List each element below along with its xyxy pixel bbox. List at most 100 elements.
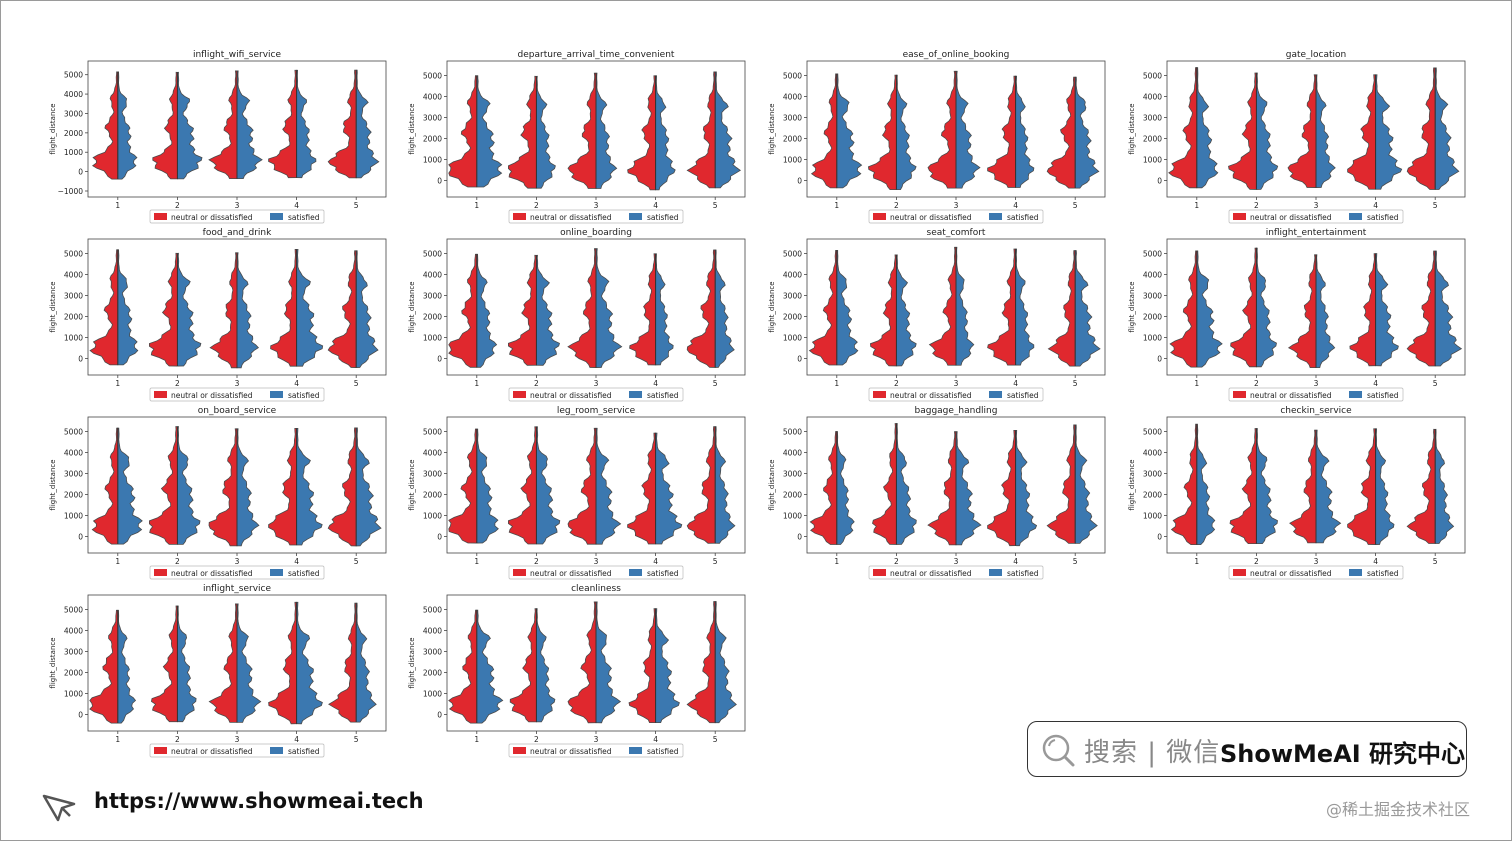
violin-dissatisfied-4 — [987, 429, 1016, 547]
violin-dissatisfied-1 — [91, 427, 119, 545]
legend-label-dissatisfied: neutral or dissatisfied — [171, 747, 253, 756]
x-tick-label: 4 — [653, 557, 658, 566]
legend-swatch-satisfied — [629, 213, 642, 220]
violin-dissatisfied-2 — [869, 254, 897, 367]
legend: neutral or dissatisfied satisfied — [149, 209, 325, 224]
violin-dissatisfied-5 — [1406, 428, 1436, 544]
website-url[interactable]: https://www.showmeai.tech — [94, 789, 424, 813]
y-tick-label: 5000 — [783, 250, 802, 259]
legend-label-dissatisfied: neutral or dissatisfied — [530, 391, 612, 400]
y-tick-label: 5000 — [64, 606, 83, 615]
violin-satisfied-3 — [955, 246, 975, 366]
y-tick-label: 0 — [437, 177, 442, 186]
legend-label-satisfied: satisfied — [1007, 569, 1039, 578]
y-tick-label: 3000 — [1143, 292, 1162, 301]
subplot-title: ease_of_online_booking — [903, 50, 1010, 60]
violin-satisfied-5 — [355, 602, 377, 723]
legend-swatch-dissatisfied — [513, 569, 526, 576]
violin-dissatisfied-4 — [268, 427, 297, 546]
violin-dissatisfied-2 — [509, 608, 537, 723]
legend-swatch-satisfied — [989, 569, 1002, 576]
violin-dissatisfied-4 — [629, 253, 656, 366]
violin-dissatisfied-3 — [567, 601, 597, 724]
violin-dissatisfied-3 — [567, 72, 597, 189]
x-tick-label: 2 — [534, 735, 539, 744]
violin-satisfied-2 — [177, 71, 203, 180]
violin-satisfied-4 — [1375, 74, 1403, 190]
violin-dissatisfied-4 — [268, 69, 297, 179]
x-tick-label: 3 — [954, 379, 959, 388]
violin-dissatisfied-1 — [1169, 250, 1198, 368]
violin-dissatisfied-3 — [208, 70, 238, 180]
x-tick-label: 3 — [594, 201, 599, 210]
violin-dissatisfied-2 — [508, 254, 537, 366]
violin-satisfied-3 — [236, 70, 263, 180]
search-icon — [1040, 732, 1076, 768]
y-tick-label: 1000 — [1143, 156, 1162, 165]
y-tick-label: 4000 — [783, 271, 802, 280]
violin-satisfied-1 — [836, 249, 859, 366]
x-tick-label: 4 — [294, 201, 299, 210]
violin-dissatisfied-1 — [448, 75, 478, 188]
violin-dissatisfied-1 — [448, 253, 478, 368]
legend-swatch-dissatisfied — [873, 391, 886, 398]
x-tick-label: 4 — [1013, 557, 1018, 566]
y-tick-label: 2000 — [64, 491, 83, 500]
y-tick-label: 0 — [437, 355, 442, 364]
violin-satisfied-5 — [1074, 250, 1101, 367]
violin-dissatisfied-2 — [152, 71, 178, 180]
violin-satisfied-2 — [536, 75, 556, 189]
subplot-title: gate_location — [1286, 50, 1347, 60]
x-tick-label: 4 — [1373, 201, 1378, 210]
legend-label-dissatisfied: neutral or dissatisfied — [1250, 213, 1332, 222]
wechat-search-badge: 搜索 | 微信 ShowMeAI 研究中心 — [1027, 721, 1467, 777]
y-tick-label: 1000 — [783, 334, 802, 343]
legend-label-satisfied: satisfied — [647, 569, 679, 578]
violin-dissatisfied-3 — [1287, 254, 1317, 369]
legend-label-dissatisfied: neutral or dissatisfied — [890, 569, 972, 578]
y-tick-label: 4000 — [64, 627, 83, 636]
violin-satisfied-4 — [1015, 75, 1035, 188]
violin-dissatisfied-5 — [686, 249, 716, 368]
x-tick-label: 4 — [653, 735, 658, 744]
violin-dissatisfied-4 — [1347, 428, 1376, 545]
violin-satisfied-2 — [177, 426, 201, 545]
y-tick-label: −1000 — [58, 187, 84, 196]
x-tick-label: 2 — [1254, 379, 1259, 388]
y-tick-label: 4000 — [1143, 93, 1162, 102]
y-tick-label: 0 — [78, 168, 83, 177]
legend: neutral or dissatisfied satisfied — [149, 743, 325, 758]
y-tick-label: 5000 — [64, 250, 83, 259]
legend: neutral or dissatisfied satisfied — [149, 387, 325, 402]
subplot-title: inflight_entertainment — [1266, 228, 1367, 238]
y-tick-label: 1000 — [64, 512, 83, 521]
violin-satisfied-1 — [117, 71, 138, 180]
subplot-inflight_wifi_service: inflight_wifi_service flight_distance 5000… — [49, 50, 387, 224]
violin-dissatisfied-2 — [1229, 428, 1257, 545]
y-tick-label: 2000 — [423, 669, 442, 678]
legend-label-satisfied: satisfied — [1007, 391, 1039, 400]
y-axis-label: flight_distance — [1128, 459, 1136, 510]
subplot-departure_arrival_time_convenient: departure_arrival_time_convenient flight_… — [408, 50, 746, 224]
legend-swatch-satisfied — [270, 391, 283, 398]
legend-swatch-dissatisfied — [513, 213, 526, 220]
violin-satisfied-1 — [476, 609, 504, 724]
x-tick-label: 4 — [1373, 379, 1378, 388]
y-tick-label: 4000 — [423, 627, 442, 636]
y-tick-label: 0 — [797, 533, 802, 542]
violin-satisfied-5 — [1434, 67, 1460, 190]
violin-dissatisfied-5 — [328, 602, 357, 723]
x-tick-label: 5 — [713, 557, 718, 566]
violin-satisfied-1 — [1196, 423, 1216, 546]
legend-swatch-satisfied — [629, 569, 642, 576]
y-axis-label: flight_distance — [408, 637, 416, 688]
violin-satisfied-5 — [714, 426, 736, 544]
subplot-checkin_service: checkin_serviceflight_distance5000400030… — [1128, 406, 1466, 580]
y-axis-label: flight_distance — [768, 103, 776, 154]
legend-label-dissatisfied: neutral or dissatisfied — [1250, 391, 1332, 400]
y-tick-label: 2000 — [64, 669, 83, 678]
legend-swatch-dissatisfied — [154, 747, 167, 754]
y-tick-label: 3000 — [64, 109, 83, 118]
violin-satisfied-5 — [714, 601, 737, 724]
